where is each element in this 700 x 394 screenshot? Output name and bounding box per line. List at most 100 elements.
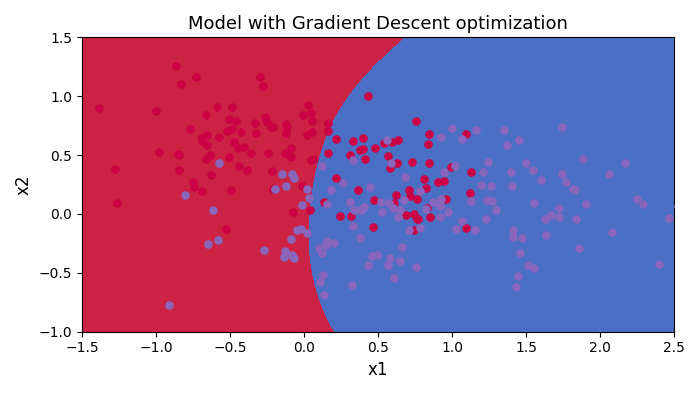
- Point: [220, 226, 231, 232]
- Point: [396, 243, 407, 250]
- Point: [184, 126, 195, 132]
- Point: [170, 63, 181, 69]
- Point: [259, 113, 270, 120]
- Point: [546, 212, 557, 219]
- Point: [223, 154, 235, 160]
- Point: [421, 204, 433, 211]
- Point: [456, 218, 468, 224]
- Point: [466, 168, 477, 175]
- Point: [412, 216, 423, 223]
- Point: [435, 196, 446, 202]
- Point: [150, 108, 162, 114]
- Point: [153, 149, 164, 155]
- Point: [412, 196, 423, 202]
- Point: [325, 187, 336, 193]
- Point: [286, 154, 297, 160]
- Point: [353, 186, 364, 193]
- Point: [475, 182, 486, 188]
- Point: [302, 102, 314, 108]
- Point: [288, 255, 300, 261]
- Point: [414, 225, 425, 231]
- Point: [348, 138, 359, 145]
- Point: [512, 273, 524, 279]
- Point: [438, 169, 449, 176]
- Point: [505, 169, 517, 175]
- Point: [603, 171, 615, 177]
- Point: [321, 238, 332, 244]
- Point: [285, 236, 296, 242]
- Point: [580, 201, 592, 208]
- Point: [286, 171, 297, 177]
- Point: [302, 230, 313, 236]
- Point: [188, 179, 199, 185]
- Point: [239, 143, 250, 150]
- Point: [204, 152, 216, 158]
- Point: [460, 225, 471, 231]
- Point: [510, 284, 522, 291]
- Point: [414, 188, 426, 194]
- Point: [392, 137, 403, 143]
- Point: [536, 177, 547, 184]
- Point: [323, 149, 334, 156]
- Point: [322, 120, 333, 126]
- Point: [408, 210, 419, 217]
- Point: [420, 184, 431, 191]
- Point: [365, 184, 376, 190]
- Point: [163, 302, 174, 308]
- Point: [356, 207, 367, 213]
- Point: [201, 112, 212, 118]
- Point: [196, 135, 207, 141]
- Point: [507, 227, 518, 233]
- Point: [358, 135, 369, 141]
- Point: [291, 227, 302, 233]
- Point: [230, 117, 241, 124]
- Point: [179, 192, 190, 198]
- Point: [482, 197, 493, 203]
- Point: [382, 262, 393, 268]
- Y-axis label: x2: x2: [15, 174, 33, 195]
- Point: [382, 137, 393, 143]
- Point: [349, 206, 360, 213]
- Point: [305, 110, 316, 116]
- Point: [371, 252, 382, 258]
- Point: [507, 182, 518, 189]
- Point: [213, 134, 224, 140]
- Point: [109, 166, 120, 172]
- Point: [570, 216, 582, 222]
- Point: [400, 212, 411, 218]
- Point: [568, 186, 579, 192]
- Point: [188, 184, 199, 190]
- Point: [528, 265, 540, 271]
- Point: [501, 142, 512, 149]
- Point: [391, 160, 402, 166]
- Point: [435, 134, 447, 141]
- Point: [382, 152, 393, 159]
- Point: [307, 128, 318, 135]
- Point: [404, 193, 415, 199]
- Point: [318, 199, 330, 205]
- Point: [434, 203, 445, 209]
- Point: [223, 116, 235, 123]
- Point: [606, 229, 617, 235]
- Point: [357, 145, 368, 152]
- Point: [664, 215, 675, 221]
- Point: [268, 186, 279, 192]
- Point: [514, 249, 526, 256]
- Point: [207, 207, 218, 213]
- Point: [421, 206, 432, 212]
- Point: [267, 125, 279, 131]
- Point: [286, 252, 297, 258]
- Point: [221, 128, 232, 134]
- Point: [232, 145, 244, 151]
- Point: [368, 224, 379, 230]
- Point: [438, 178, 449, 184]
- Point: [653, 261, 664, 268]
- Point: [527, 167, 538, 173]
- Point: [344, 152, 355, 158]
- Point: [433, 178, 444, 185]
- Point: [328, 240, 339, 246]
- Point: [485, 183, 496, 190]
- Point: [318, 292, 329, 298]
- Point: [392, 214, 403, 220]
- Point: [412, 216, 423, 222]
